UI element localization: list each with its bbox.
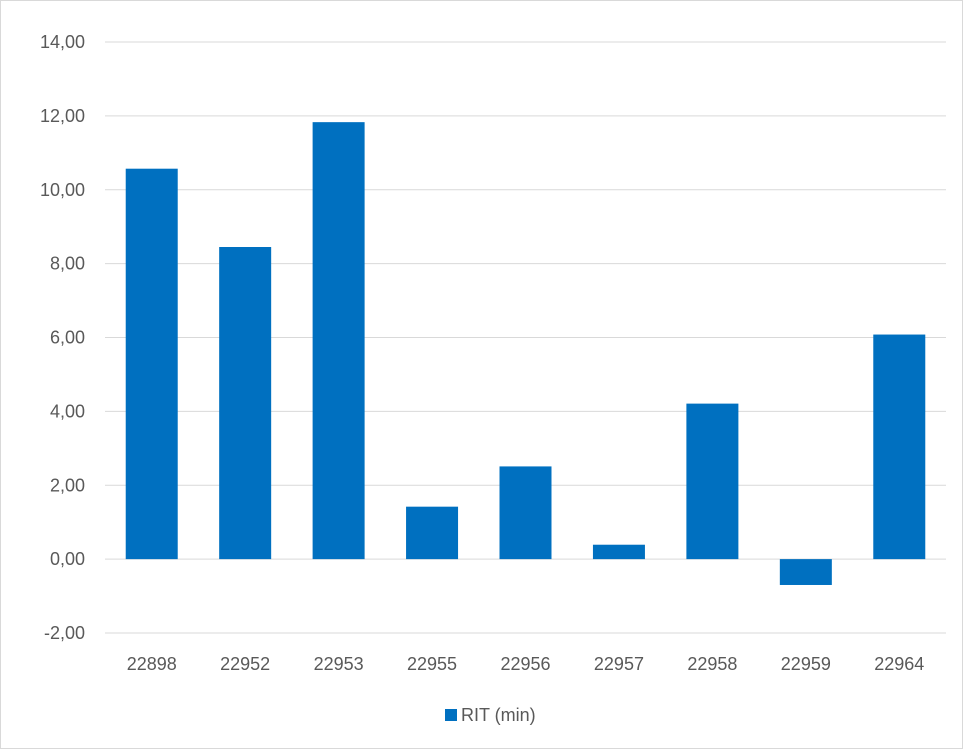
bars <box>125 122 926 585</box>
legend-label: RIT (min) <box>461 705 536 725</box>
y-tick-label: 2,00 <box>50 475 85 495</box>
x-tick-label: 22953 <box>314 654 364 674</box>
bar-22898 <box>125 168 178 560</box>
x-tick-label: 22955 <box>407 654 457 674</box>
x-tick-labels: 22898 22952 22953 22955 22956 22957 22958 22959… <box>127 654 925 674</box>
y-tick-label: 6,00 <box>50 328 85 348</box>
legend: RIT (min) <box>445 705 536 725</box>
y-tick-labels: -2,00 0,00 2,00 4,00 6,00 8,00 10,00 12,00 14,00 <box>40 32 85 643</box>
y-tick-label: 0,00 <box>50 549 85 569</box>
x-tick-label: 22964 <box>874 654 924 674</box>
x-tick-label: 22957 <box>594 654 644 674</box>
bar-22956 <box>499 466 552 560</box>
legend-swatch <box>445 709 457 721</box>
x-tick-label: 22958 <box>687 654 737 674</box>
y-tick-label: 4,00 <box>50 401 85 421</box>
y-tick-label: 10,00 <box>40 180 85 200</box>
bar-22957 <box>592 544 645 560</box>
bar-22955 <box>406 506 459 560</box>
bar-22952 <box>219 247 272 560</box>
y-tick-label: 8,00 <box>50 254 85 274</box>
bar-22953 <box>312 122 365 560</box>
y-tick-label: -2,00 <box>44 623 85 643</box>
x-tick-label: 22956 <box>500 654 550 674</box>
bar-22959 <box>779 559 832 585</box>
bar-22958 <box>686 403 739 560</box>
y-tick-label: 12,00 <box>40 106 85 126</box>
y-tick-label: 14,00 <box>40 32 85 52</box>
x-tick-label: 22959 <box>781 654 831 674</box>
bar-22964 <box>873 334 926 560</box>
x-tick-label: 22952 <box>220 654 270 674</box>
x-tick-label: 22898 <box>127 654 177 674</box>
